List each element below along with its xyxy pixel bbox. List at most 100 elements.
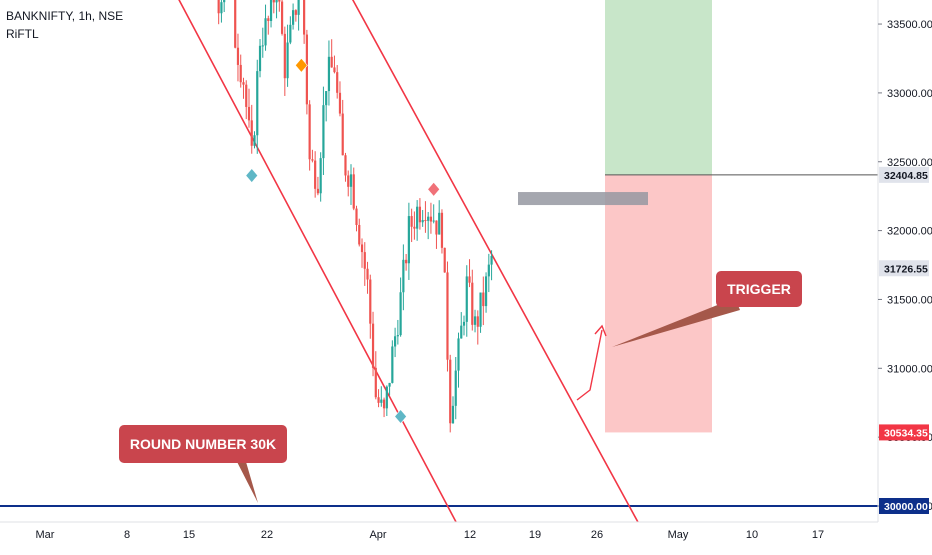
loss-zone	[605, 174, 712, 433]
candle	[250, 120, 253, 146]
x-tick-label: Apr	[369, 529, 386, 541]
candle	[289, 24, 292, 43]
candle	[283, 33, 286, 79]
trigger-callout	[716, 271, 802, 307]
candle	[360, 244, 364, 253]
candle	[223, 0, 226, 3]
candle	[297, 0, 300, 15]
candle	[355, 208, 358, 225]
candle	[325, 91, 328, 106]
x-tick-label: 19	[529, 529, 541, 541]
candle	[303, 0, 306, 35]
x-tick-label: 15	[183, 529, 195, 541]
round-number-price-tag	[879, 498, 929, 514]
y-tick-label: 32500.00	[887, 157, 932, 169]
x-tick-label: 10	[746, 529, 758, 541]
candle	[407, 216, 410, 264]
candle	[336, 72, 339, 93]
current-price-tag	[879, 260, 929, 277]
entry-price-tag	[879, 166, 929, 183]
projection-arrow	[576, 329, 603, 401]
candle	[330, 56, 333, 68]
candle	[484, 276, 488, 307]
projection-arrow-head	[594, 324, 607, 337]
round-number-callout	[119, 425, 287, 463]
round-number-price-tag-text: 30000.00	[884, 501, 928, 513]
y-tick-label: 32000.00	[887, 226, 932, 238]
x-tick-label: 26	[591, 529, 603, 541]
candle	[391, 346, 394, 383]
candle	[316, 188, 320, 194]
candle	[429, 216, 433, 222]
buy-signal-marker	[394, 409, 408, 424]
candle	[418, 206, 422, 223]
candle	[319, 158, 322, 194]
candle	[393, 336, 397, 347]
candle	[236, 47, 240, 65]
candle	[424, 220, 427, 222]
candle	[247, 106, 251, 121]
candle	[446, 272, 449, 360]
sell-signal-marker	[427, 181, 441, 197]
stop-price-tag	[879, 424, 929, 441]
candle	[338, 92, 342, 114]
channel-upper-line	[351, 0, 642, 528]
candle	[292, 10, 295, 25]
trigger-label: TRIGGER	[727, 281, 791, 297]
candle	[344, 155, 347, 176]
candle	[468, 276, 471, 283]
channel-lower-line	[178, 0, 460, 528]
profit-zone	[605, 0, 712, 175]
candle	[460, 325, 463, 339]
supply-zone-box	[518, 192, 648, 206]
candle	[234, 0, 237, 48]
candle	[382, 399, 386, 409]
candle	[220, 2, 223, 14]
candle	[435, 220, 438, 235]
candle	[471, 282, 474, 325]
candle	[366, 268, 369, 280]
candle	[482, 292, 485, 307]
candle	[487, 264, 490, 277]
candle	[253, 135, 256, 146]
candle	[462, 321, 466, 326]
candles	[217, 0, 493, 433]
candle	[402, 259, 405, 293]
candle	[473, 316, 477, 325]
candle	[363, 252, 366, 269]
candle	[476, 316, 479, 327]
candle	[369, 279, 372, 324]
candle	[377, 397, 380, 403]
candle	[457, 338, 460, 371]
candle	[443, 247, 446, 273]
candle	[374, 367, 377, 398]
round-number-label: ROUND NUMBER 30K	[130, 436, 276, 452]
candle	[261, 45, 264, 47]
stop-price-tag-text: 30534.35	[884, 427, 928, 439]
candle	[267, 18, 270, 21]
candle	[294, 10, 297, 15]
candle	[217, 0, 220, 14]
trigger-pointer	[612, 298, 740, 347]
candle	[465, 276, 468, 322]
x-tick-label: 22	[261, 529, 273, 541]
candle	[322, 105, 325, 159]
candle	[341, 113, 344, 156]
candle	[327, 56, 331, 92]
candle	[399, 292, 402, 336]
x-tick-label: Mar	[36, 529, 55, 541]
candle	[308, 104, 311, 160]
candle	[440, 212, 444, 248]
candle	[272, 0, 275, 3]
candle	[280, 1, 284, 34]
y-tick-label: 33500.00	[887, 19, 932, 31]
candle	[454, 370, 457, 406]
candle	[405, 259, 408, 264]
candle	[305, 34, 308, 105]
candle	[278, 0, 281, 2]
y-tick-label: 31000.00	[887, 363, 932, 375]
candle	[432, 220, 435, 222]
candle	[256, 71, 259, 136]
